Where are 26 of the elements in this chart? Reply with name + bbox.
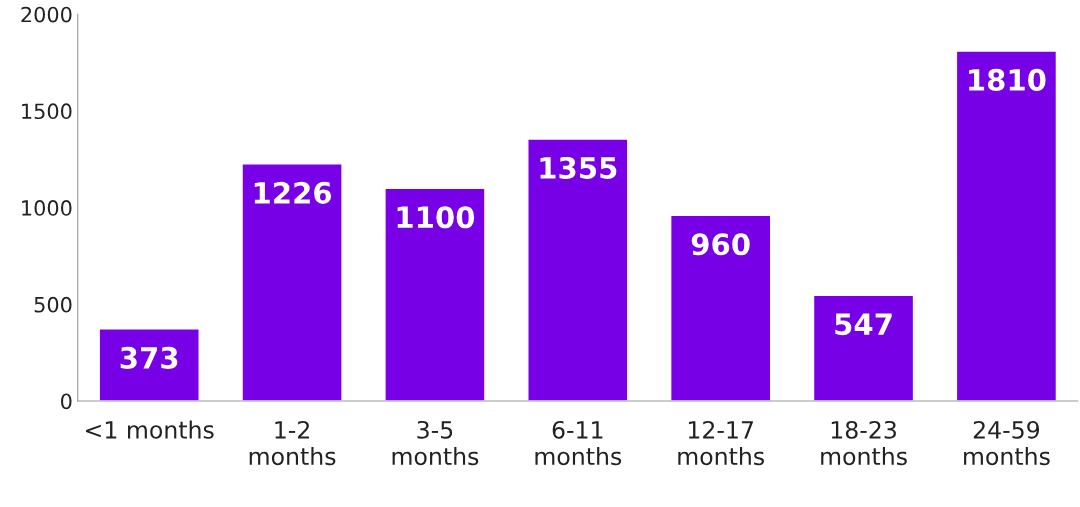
bar [98,328,200,402]
bar [812,294,915,402]
data-label: 373 [120,346,178,369]
x-tick-label: <1 months [86,420,214,439]
data-label: 1226 [254,181,332,204]
y-tick-label: 2000 [21,6,72,23]
data-label: 1355 [540,156,617,179]
y-tick-label: 0 [61,393,72,410]
data-label: 547 [835,313,892,336]
x-tick-label: 24-59 months [964,420,1050,466]
bar [384,187,486,402]
x-tick-label: 1-2 months [249,420,336,466]
y-tick-label: 1500 [22,103,72,120]
x-tick-label: 6-11 months [535,420,622,466]
x-tick-label: 3-5 months [392,420,479,466]
bar [241,163,343,402]
bar [955,50,1058,402]
y-tick-label: 1000 [22,200,72,216]
y-tick-label: 500 [34,296,72,313]
data-label: 1810 [969,68,1046,91]
x-tick-label: 12-17 months [678,420,764,466]
bar [527,138,629,402]
data-label: 960 [691,233,750,256]
data-label: 1100 [397,206,475,229]
x-tick-label: 18-23 months [821,420,907,466]
bar [669,214,772,402]
